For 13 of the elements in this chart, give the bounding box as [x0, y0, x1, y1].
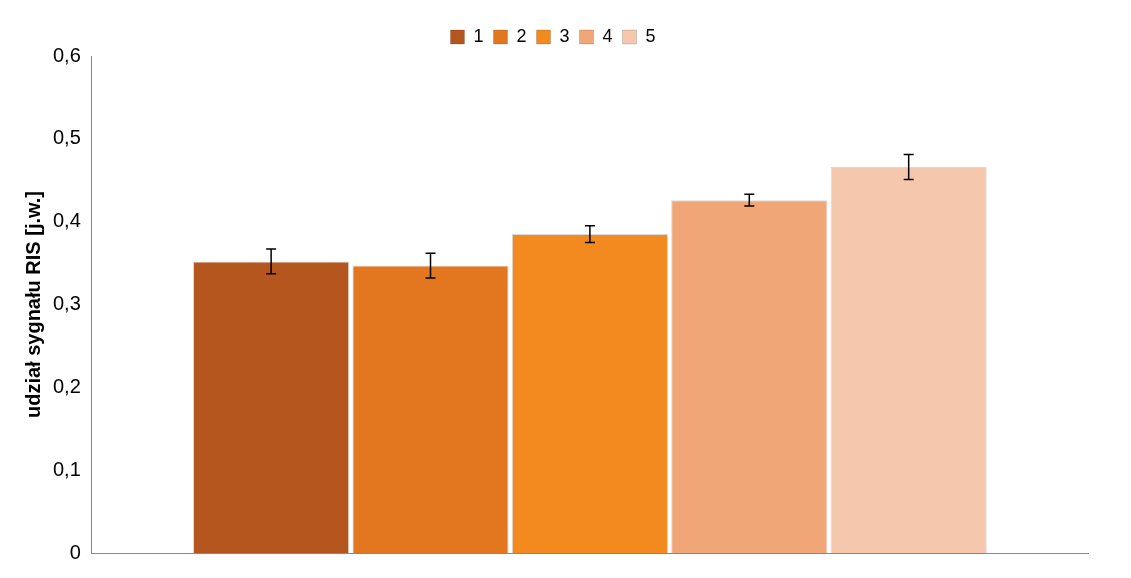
- y-tick-label: 0: [69, 540, 81, 563]
- y-tick-label: 0,1: [52, 457, 81, 480]
- y-tick-label: 0,6: [52, 43, 81, 66]
- legend-label: 2: [516, 25, 527, 46]
- legend-label: 4: [602, 25, 613, 46]
- y-tick-label: 0,5: [52, 126, 81, 149]
- legend-label: 3: [559, 25, 570, 46]
- y-tick-label: 0,2: [52, 374, 81, 397]
- y-axis-title: udział sygnału RIS [j.w.]: [21, 190, 44, 419]
- y-tick-label: 0,4: [52, 209, 81, 232]
- y-tick-label: 0,3: [52, 292, 81, 315]
- legend-label: 5: [645, 25, 656, 46]
- legend-label: 1: [473, 25, 484, 46]
